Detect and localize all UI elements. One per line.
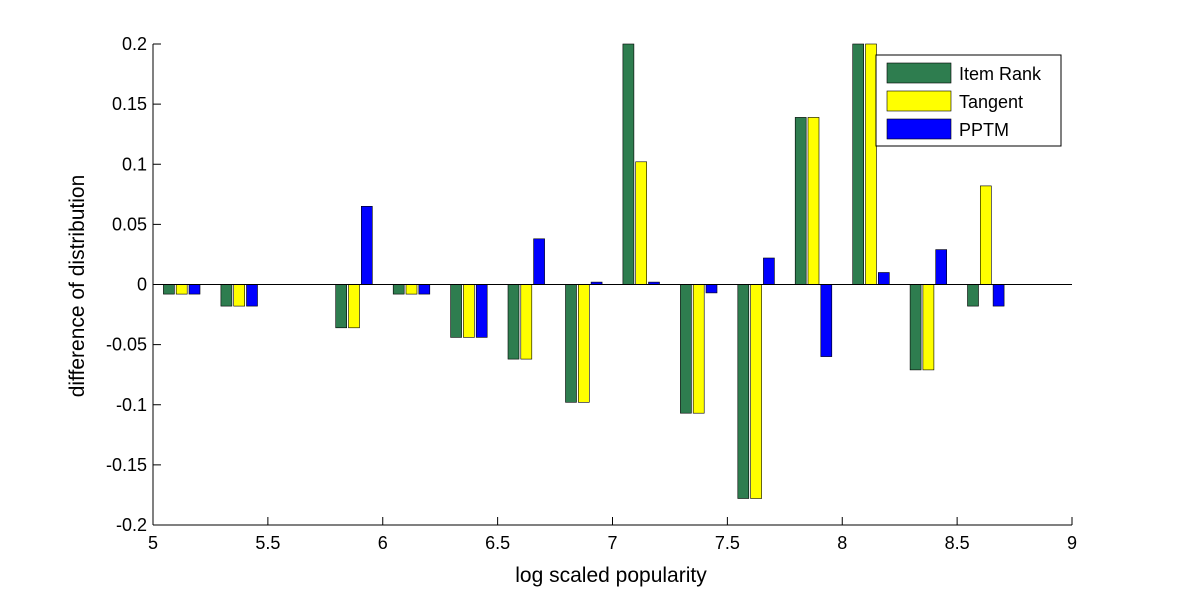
bar-pptm-4: [475, 284, 488, 338]
ticks-layer: 5 5.5 6 6.5 7 7.5 8 8.5 9 -0.2 -0.15 -0.1 -0.05 0 0.05…: [106, 34, 1077, 553]
bar-item-rank-6: [565, 284, 577, 403]
y-tick-label-6: 0.1: [122, 154, 147, 174]
legend-label-2: PPTM: [959, 120, 1009, 140]
bar-pptm-12: [935, 249, 948, 285]
bar-item-rank-1: [220, 284, 233, 307]
x-tick-label-5: 7.5: [715, 533, 740, 553]
y-tick-label-5: 0.05: [112, 214, 147, 234]
bar-tangent-11: [865, 43, 877, 285]
x-tick-label-7: 8.5: [945, 533, 970, 553]
y-tick-label-4: 0: [137, 275, 147, 295]
bar-tangent-13: [979, 185, 992, 285]
x-axis-title: log scaled popularity: [515, 564, 707, 587]
bar-tangent-6: [577, 284, 590, 403]
legend-label-1: Tangent: [959, 92, 1023, 112]
bar-pptm-8: [705, 284, 718, 294]
bar-tangent-7: [635, 161, 648, 285]
x-tick-label-4: 7: [607, 533, 617, 553]
x-tick-label-8: 9: [1067, 533, 1077, 553]
legend-swatch-1: [886, 90, 952, 112]
bar-pptm-0: [188, 284, 201, 295]
bar-item-rank-4: [450, 284, 462, 338]
bar-tangent-5: [520, 284, 533, 360]
bar-item-rank-12: [909, 284, 922, 371]
bar-item-rank-3: [392, 284, 405, 295]
bar-pptm-13: [992, 284, 1005, 307]
y-tick-label-0: -0.2: [116, 515, 147, 535]
bar-tangent-3: [405, 284, 418, 295]
legend-label-0: Item Rank: [959, 64, 1042, 84]
y-tick-label-1: -0.15: [106, 455, 147, 475]
bars-layer: [163, 43, 1005, 499]
x-tick-label-2: 6: [378, 533, 388, 553]
y-axis-title: difference of distribution: [66, 175, 89, 398]
x-tick-label-1: 5.5: [255, 533, 280, 553]
bar-pptm-1: [246, 284, 258, 307]
bar-item-rank-2: [335, 284, 348, 329]
bar-pptm-2: [360, 206, 373, 285]
bar-tangent-2: [348, 284, 360, 329]
bar-item-rank-9: [737, 284, 750, 499]
bar-item-rank-7: [622, 43, 635, 285]
legend-swatch-0: [886, 62, 952, 84]
bar-item-rank-10: [794, 117, 807, 285]
y-tick-label-2: -0.1: [116, 395, 147, 415]
bar-tangent-4: [463, 284, 475, 338]
legend-swatch-2: [886, 118, 952, 140]
bar-pptm-3: [418, 284, 431, 295]
y-tick-label-7: 0.15: [112, 94, 147, 114]
bar-pptm-10: [820, 284, 833, 357]
bar-item-rank-0: [163, 284, 175, 295]
bar-pptm-5: [533, 238, 545, 285]
bar-item-rank-13: [967, 284, 979, 307]
bar-item-rank-5: [507, 284, 520, 360]
legend: Item Rank Tangent PPTM: [875, 54, 1062, 147]
bar-tangent-12: [922, 284, 935, 371]
x-tick-label-3: 6.5: [485, 533, 510, 553]
x-tick-label-0: 5: [148, 533, 158, 553]
bar-item-rank-8: [680, 284, 692, 414]
bar-pptm-9: [763, 257, 775, 285]
bar-tangent-8: [692, 284, 705, 414]
bar-tangent-9: [750, 284, 762, 499]
bar-tangent-0: [175, 284, 188, 295]
bar-tangent-10: [807, 117, 820, 285]
bar-pptm-11: [877, 272, 890, 285]
bar-tangent-1: [233, 284, 245, 307]
y-tick-label-8: 0.2: [122, 34, 147, 54]
bar-item-rank-11: [852, 43, 865, 285]
y-tick-label-3: -0.05: [106, 335, 147, 355]
x-tick-label-6: 8: [837, 533, 847, 553]
